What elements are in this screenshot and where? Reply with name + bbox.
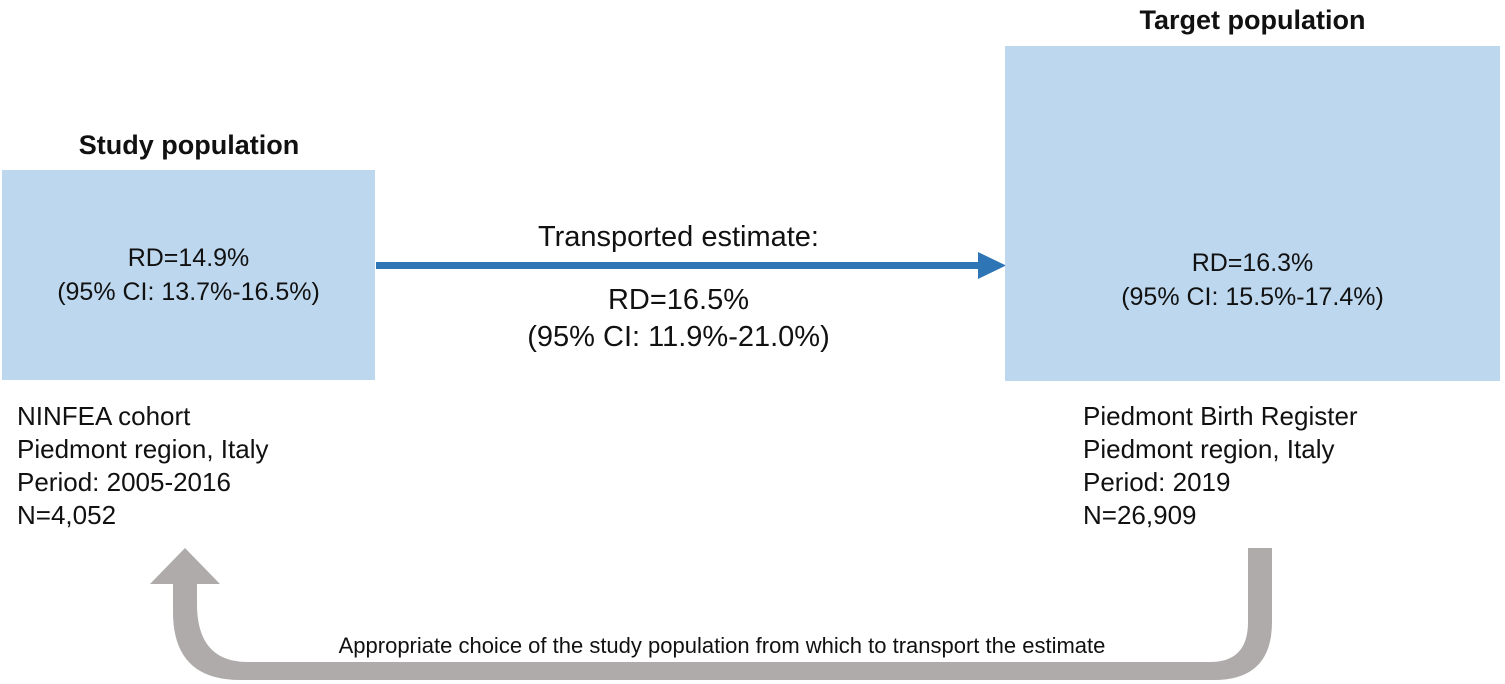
feedback-caption: Appropriate choice of the study populati…: [338, 633, 1106, 658]
target-population-title: Target population: [1139, 5, 1366, 35]
target-info-line: Period: 2019: [1083, 467, 1231, 497]
study-population-title: Study population: [78, 130, 300, 160]
study-info-line: N=4,052: [17, 500, 117, 530]
transport-arrow: [376, 252, 1006, 279]
target-population-box: RD=16.3% (95% CI: 15.5%-17.4%): [1005, 46, 1500, 381]
study-info-line: NINFEA cohort: [17, 401, 191, 431]
transported-ci-value: (95% CI: 11.9%-21.0%): [527, 321, 830, 353]
feedback-arrow: [150, 548, 1272, 680]
study-population-info: NINFEA cohort Piedmont region, Italy Per…: [17, 400, 268, 532]
study-ci-value: (95% CI: 13.7%-16.5%): [57, 278, 320, 306]
transported-rd-value: RD=16.5%: [607, 284, 750, 316]
transported-estimate-label: Transported estimate:: [538, 221, 819, 253]
target-info-line: Piedmont Birth Register: [1083, 401, 1358, 431]
target-rd-value: RD=16.3%: [1191, 249, 1314, 277]
study-info-line: Piedmont region, Italy: [17, 434, 269, 464]
study-rd-value: RD=14.9%: [127, 244, 250, 272]
study-info-line: Period: 2005-2016: [17, 467, 231, 497]
transported-label: Transported estimate:: [376, 219, 981, 256]
study-population-box: RD=14.9% (95% CI: 13.7%-16.5%): [2, 170, 375, 380]
target-ci-value: (95% CI: 15.5%-17.4%): [1121, 283, 1384, 311]
target-info-line: Piedmont region, Italy: [1083, 434, 1335, 464]
target-population-info: Piedmont Birth Register Piedmont region,…: [1083, 400, 1358, 532]
transported-values: RD=16.5% (95% CI: 11.9%-21.0%): [376, 282, 981, 356]
target-info-line: N=26,909: [1083, 500, 1197, 530]
